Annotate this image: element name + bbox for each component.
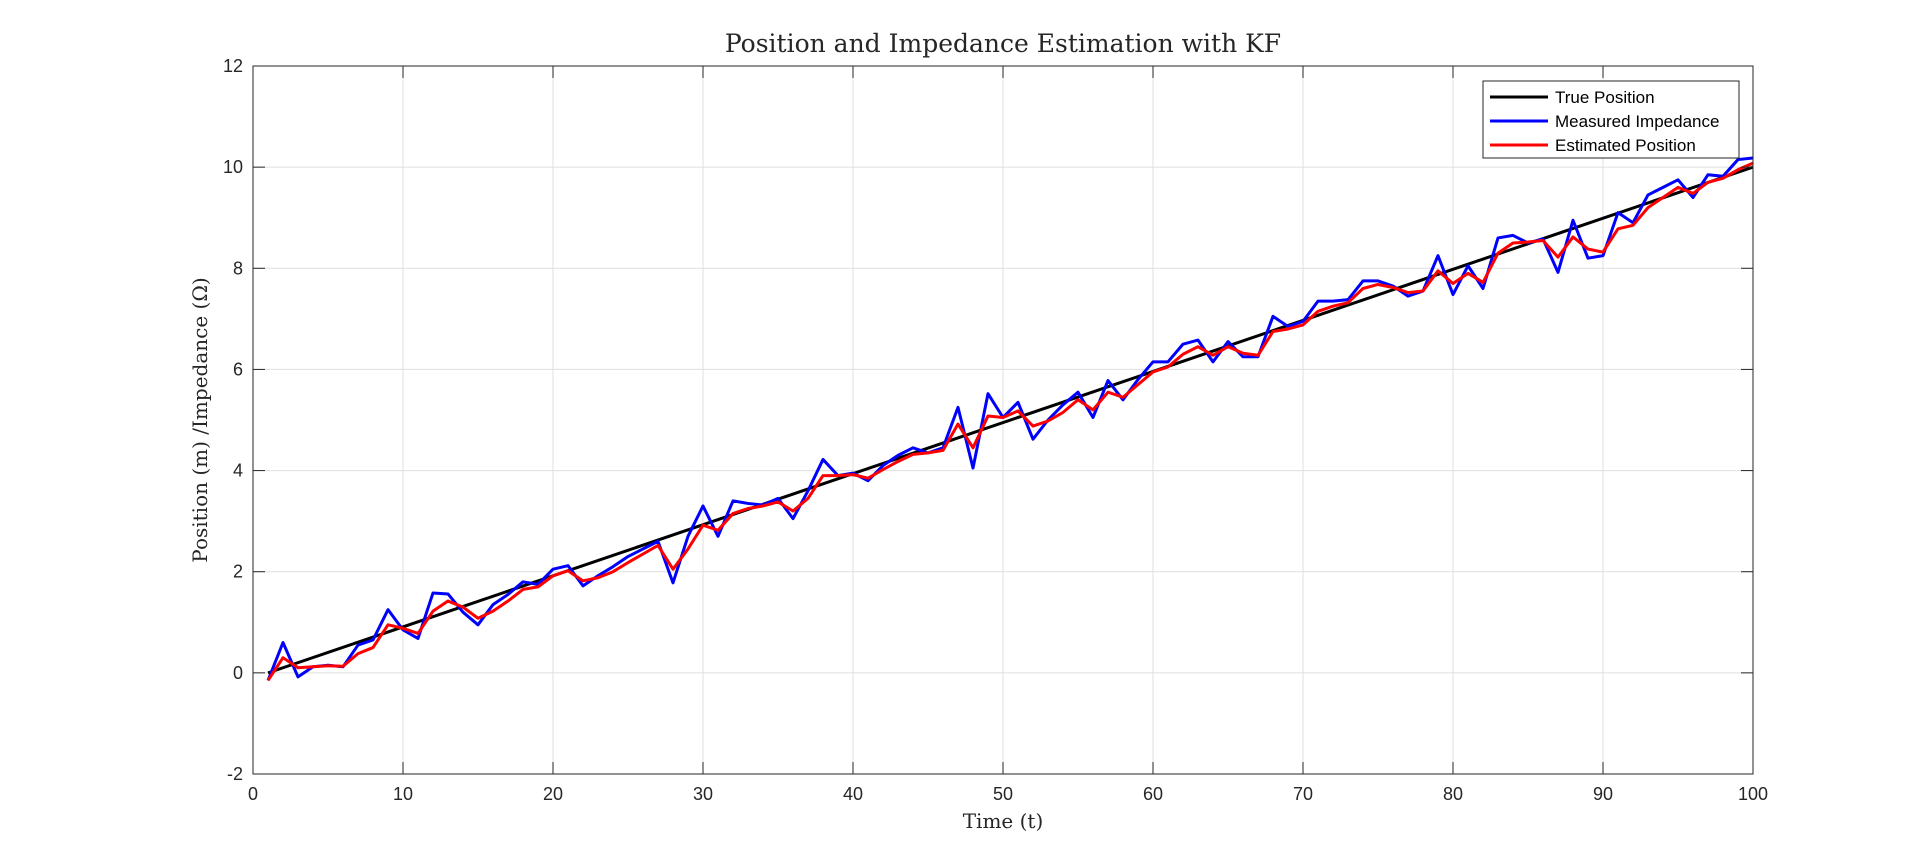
x-tick-label: 50 xyxy=(993,784,1013,804)
legend: True Position Measured Impedance Estimated… xyxy=(1482,80,1740,159)
x-tick-label: 100 xyxy=(1738,784,1768,804)
legend-label-measured-impedance: Measured Impedance xyxy=(1555,112,1719,131)
y-tick-label: 2 xyxy=(233,562,243,582)
y-tick-label: 12 xyxy=(223,56,243,76)
x-tick-label: 20 xyxy=(543,784,563,804)
y-tick-label: 0 xyxy=(233,663,243,683)
legend-label-true-position: True Position xyxy=(1555,88,1655,107)
x-tick-label: 70 xyxy=(1293,784,1313,804)
legend-label-estimated-position: Estimated Position xyxy=(1555,136,1696,155)
y-axis-label: Position (m) /Impedance (Ω) xyxy=(188,277,212,562)
y-tick-label: 10 xyxy=(223,157,243,177)
x-tick-label: 40 xyxy=(843,784,863,804)
chart-title: Position and Impedance Estimation with K… xyxy=(725,29,1281,58)
series-line-estimated-position xyxy=(266,161,1754,682)
y-tick-label: 8 xyxy=(233,258,243,278)
y-tick-label: 6 xyxy=(233,359,243,379)
x-tick-label: 60 xyxy=(1143,784,1163,804)
x-tick-label: 30 xyxy=(693,784,713,804)
series-line-measured-impedance xyxy=(266,156,1754,681)
x-tick-label: 90 xyxy=(1593,784,1613,804)
x-tick-label: 0 xyxy=(248,784,258,804)
x-tick-label: 80 xyxy=(1443,784,1463,804)
series-layer xyxy=(266,156,1754,682)
x-axis-label: Time (t) xyxy=(963,809,1044,833)
y-tick-label: -2 xyxy=(227,764,243,784)
x-tick-label: 10 xyxy=(393,784,413,804)
y-tick-label: 4 xyxy=(233,461,243,481)
